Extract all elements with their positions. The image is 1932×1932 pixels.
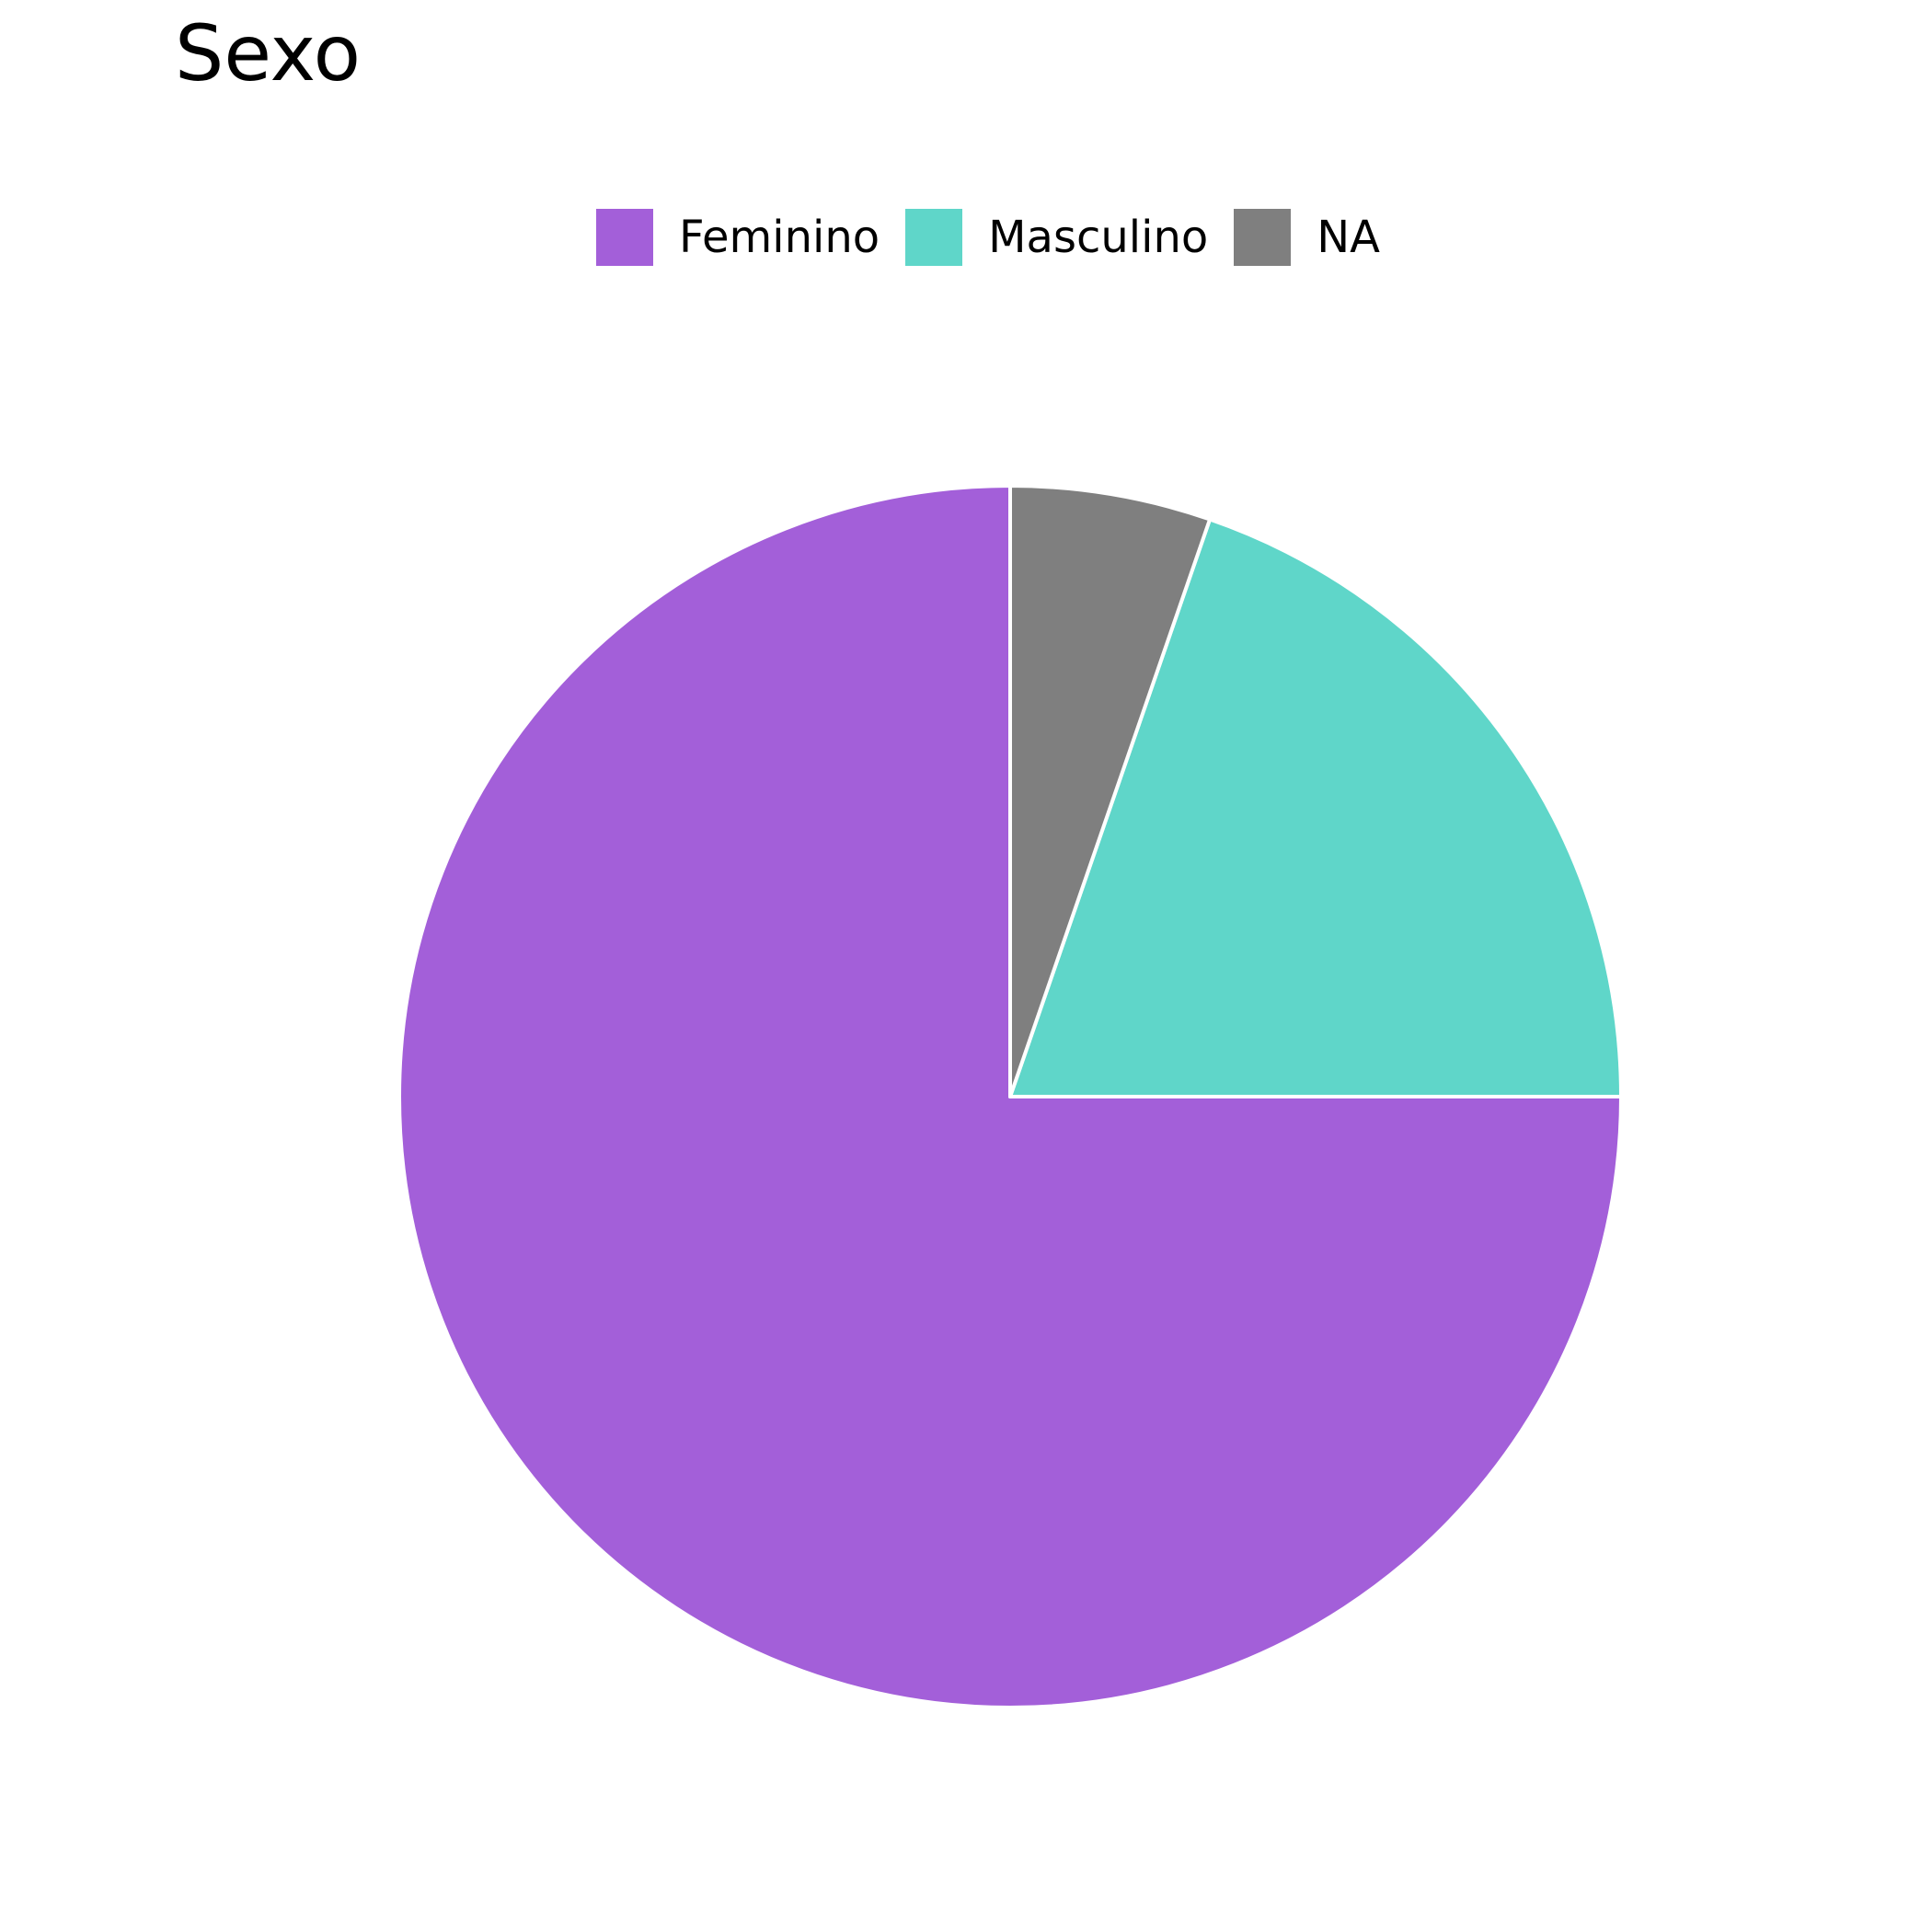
pie-slice-feminino [397, 484, 1623, 1709]
legend-item-feminino: Feminino [595, 209, 880, 266]
pie-slice-masculino [1008, 517, 1623, 1098]
pie-slice-na [1008, 484, 1213, 1098]
legend-label-na: NA [1317, 212, 1380, 263]
legend-swatch-na [1234, 209, 1292, 266]
legend-label-masculino: Masculino [988, 212, 1209, 263]
chart-title: Sexo [175, 8, 362, 98]
legend-swatch-masculino [905, 209, 963, 266]
legend-item-na: NA [1234, 209, 1380, 266]
legend-swatch-feminino [595, 209, 653, 266]
legend-label-feminino: Feminino [678, 212, 880, 263]
legend: Feminino Masculino NA [0, 208, 1932, 267]
legend-item-masculino: Masculino [905, 209, 1208, 266]
pie-slices [397, 484, 1623, 1709]
